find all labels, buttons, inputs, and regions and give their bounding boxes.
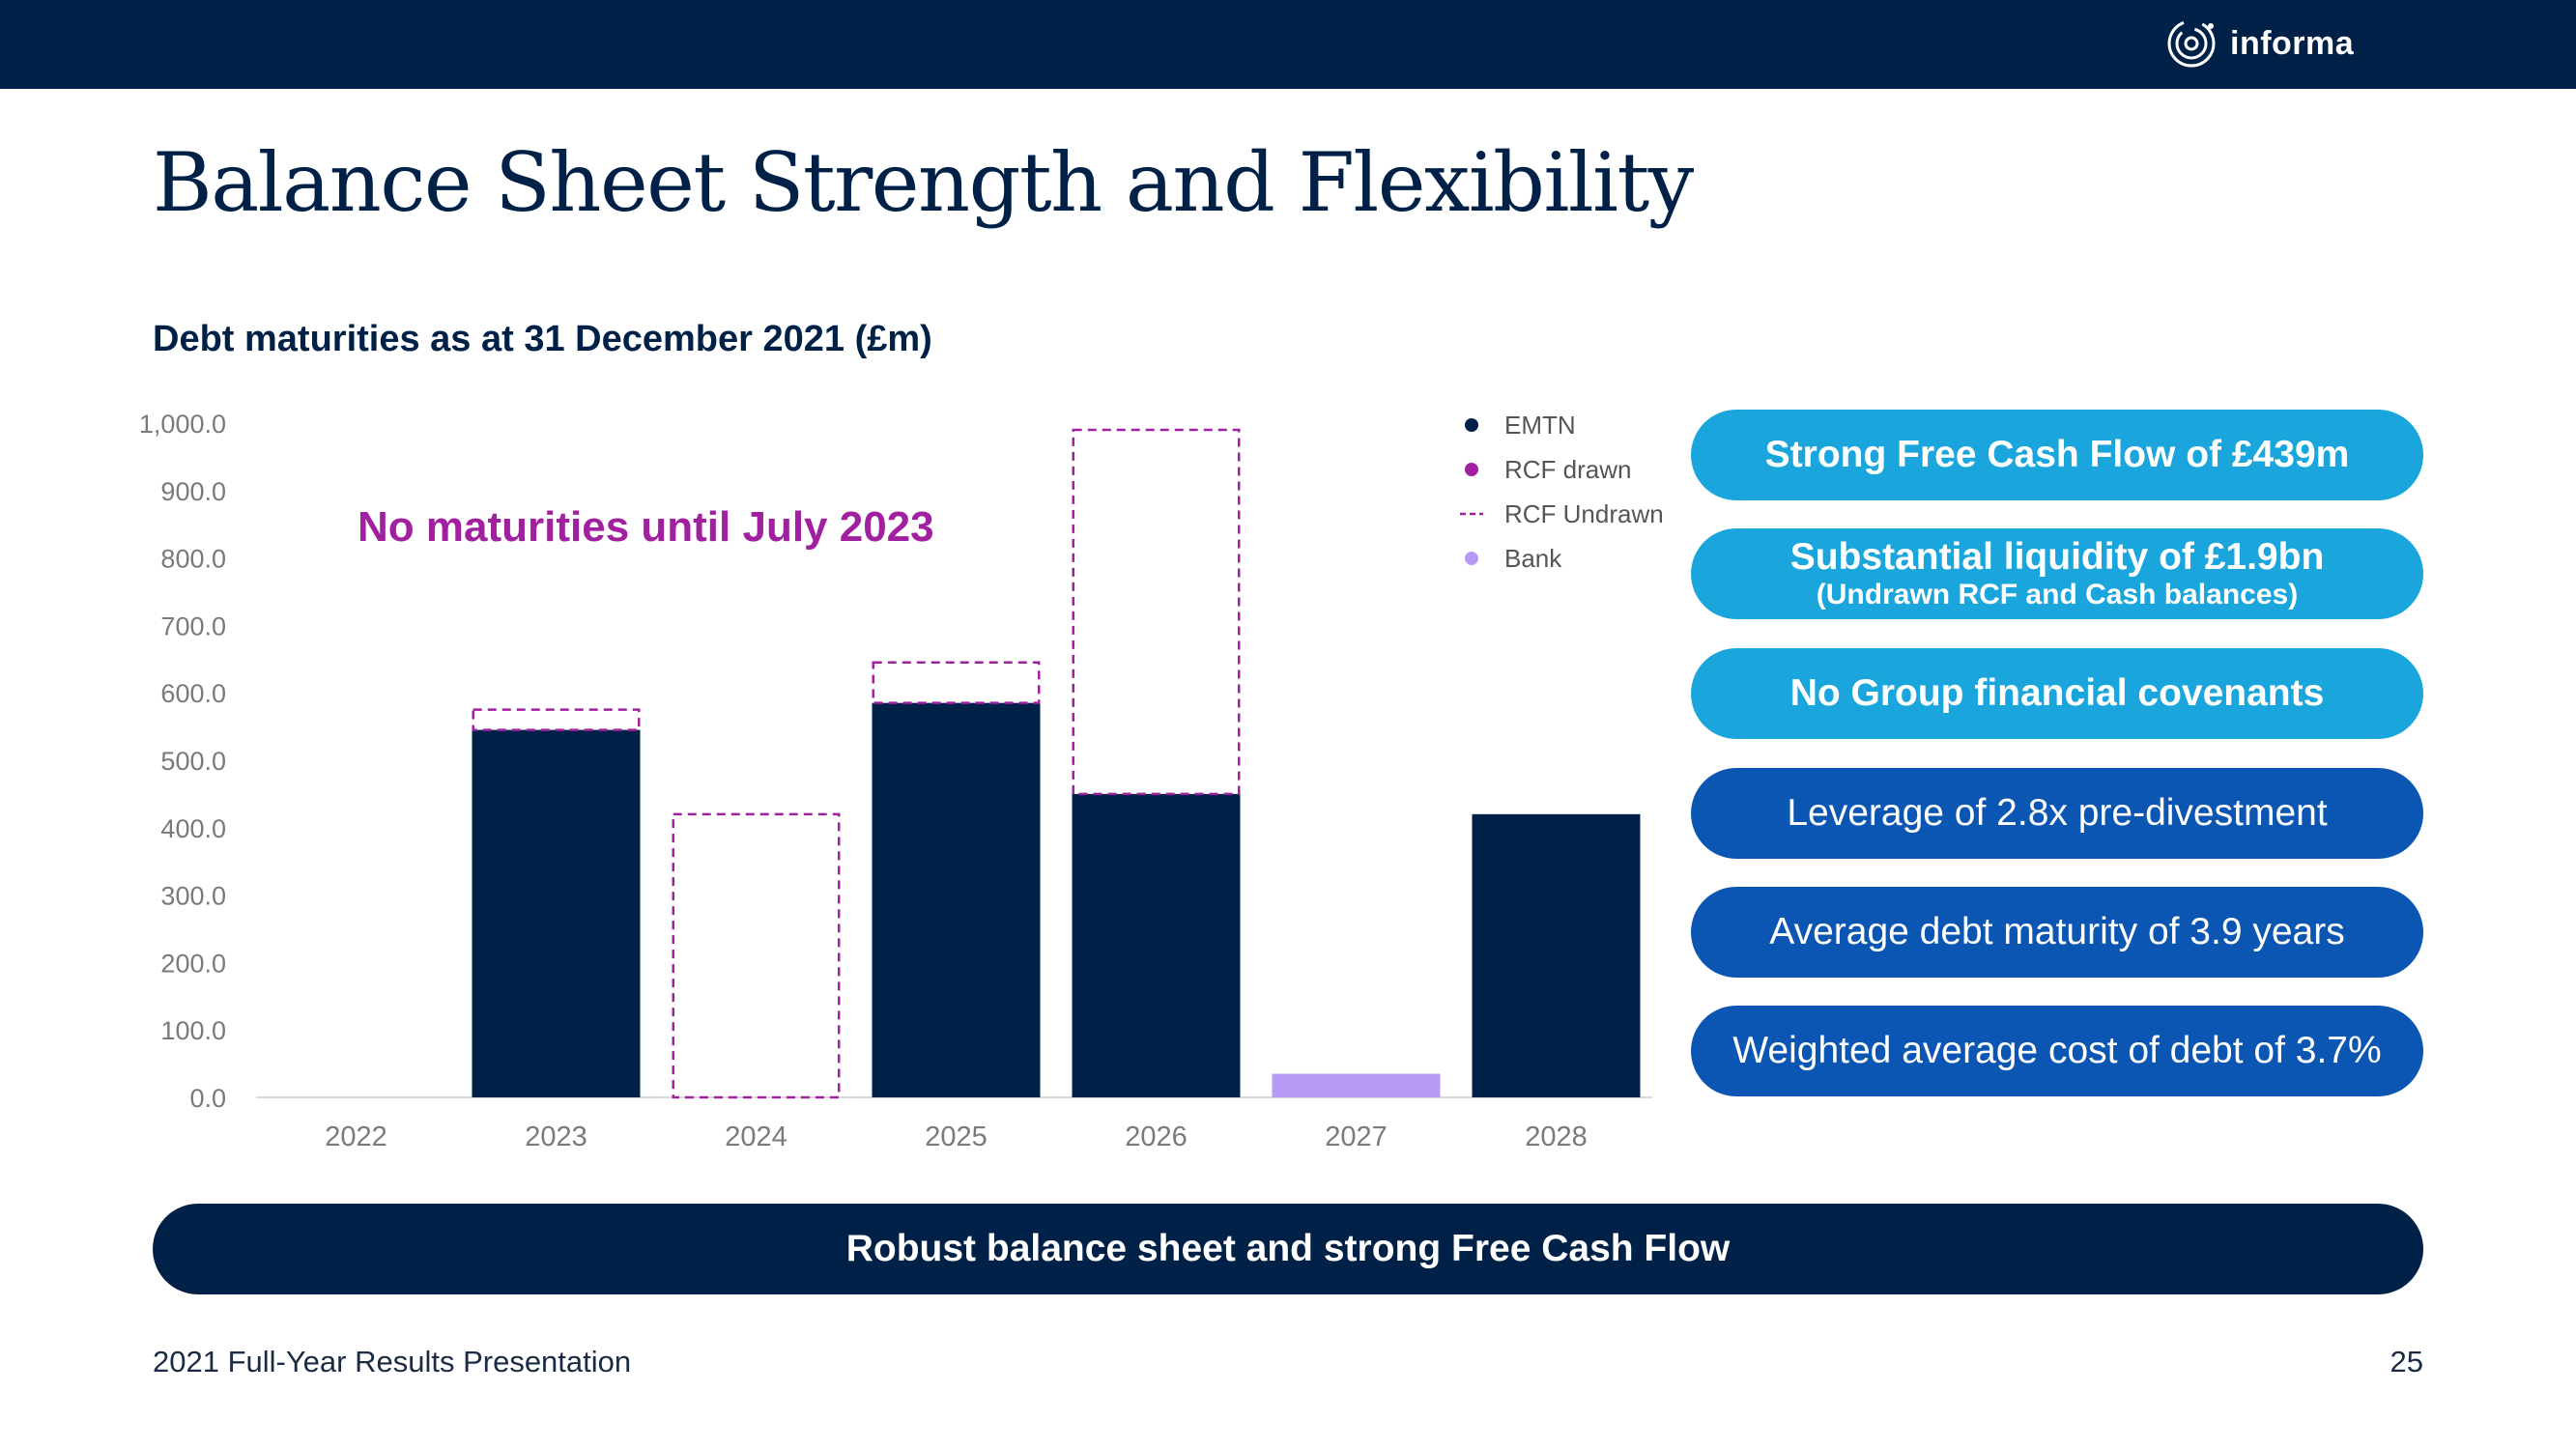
legend-label: Bank — [1504, 544, 1562, 573]
y-tick-label: 100.0 — [160, 1016, 226, 1045]
highlight-covenants: No Group financial covenants — [1691, 648, 2423, 739]
y-tick-label: 200.0 — [160, 949, 226, 978]
x-tick-label: 2028 — [1525, 1122, 1588, 1152]
debt-maturities-chart: 0.0 100.0 200.0 300.0 400.0 500.0 600.0 700.0 80… — [139, 410, 1664, 1152]
x-axis: 2022 2023 2024 2025 2026 2027 2028 — [325, 1122, 1588, 1152]
bar-emtn-2026 — [1072, 793, 1241, 1097]
bar-emtn-2025 — [872, 702, 1041, 1097]
y-tick-label: 600.0 — [160, 679, 226, 708]
highlight-text: Average debt maturity of 3.9 years — [1769, 911, 2345, 952]
highlight-cost-of-debt: Weighted average cost of debt of 3.7% — [1691, 1006, 2423, 1096]
x-tick-label: 2025 — [925, 1122, 987, 1152]
legend-label: EMTN — [1504, 411, 1576, 440]
legend-label: RCF Undrawn — [1504, 499, 1664, 528]
summary-banner: Robust balance sheet and strong Free Cas… — [153, 1204, 2423, 1294]
bar-emtn-2028 — [1472, 813, 1641, 1097]
chart-annotation: No maturities until July 2023 — [358, 503, 934, 551]
bar-rcf-undrawn-2023 — [472, 708, 641, 731]
brand-name: informa — [2230, 24, 2355, 62]
highlight-free-cash-flow: Strong Free Cash Flow of £439m — [1691, 410, 2423, 500]
highlight-liquidity: Substantial liquidity of £1.9bn (Undrawn… — [1691, 528, 2423, 619]
bar-emtn-2023 — [472, 729, 641, 1097]
y-tick-label: 900.0 — [160, 477, 226, 506]
y-tick-label: 500.0 — [160, 747, 226, 776]
legend-label: RCF drawn — [1504, 455, 1631, 484]
y-tick-label: 700.0 — [160, 611, 226, 640]
footer-presentation-title: 2021 Full-Year Results Presentation — [153, 1345, 632, 1378]
x-tick-label: 2022 — [325, 1122, 387, 1152]
bars — [472, 428, 1641, 1099]
x-tick-label: 2024 — [725, 1122, 787, 1152]
highlight-subtext: (Undrawn RCF and Cash balances) — [1816, 579, 2299, 611]
y-tick-label: 1,000.0 — [139, 410, 226, 439]
page-title: Balance Sheet Strength and Flexibility — [153, 135, 1694, 230]
bar-rcf-undrawn-2024 — [672, 812, 841, 1099]
page-number: 25 — [2390, 1345, 2423, 1378]
y-tick-label: 0.0 — [189, 1084, 226, 1113]
highlight-text: Strong Free Cash Flow of £439m — [1764, 434, 2350, 475]
highlight-text: Substantial liquidity of £1.9bn — [1789, 536, 2325, 578]
y-tick-label: 800.0 — [160, 545, 226, 574]
legend-marker — [1465, 463, 1478, 476]
highlight-text: No Group financial covenants — [1789, 672, 2325, 714]
informa-logo: informa — [2164, 15, 2354, 71]
bar-rcf-undrawn-2025 — [872, 661, 1041, 704]
chart-legend: EMTN RCF drawn RCF Undrawn Bank — [1460, 411, 1664, 573]
x-tick-label: 2026 — [1125, 1122, 1188, 1152]
y-axis: 0.0 100.0 200.0 300.0 400.0 500.0 600.0 700.0 80… — [139, 410, 226, 1113]
bar-rcf-undrawn-2026 — [1072, 428, 1241, 796]
highlight-text: Weighted average cost of debt of 3.7% — [1732, 1030, 2382, 1071]
chart-title: Debt maturities as at 31 December 2021 (… — [153, 319, 932, 359]
informa-logo-icon — [2167, 19, 2216, 68]
y-tick-label: 300.0 — [160, 882, 226, 911]
x-tick-label: 2023 — [525, 1122, 587, 1152]
x-tick-label: 2027 — [1325, 1122, 1388, 1152]
legend-marker — [1465, 552, 1478, 565]
bar-bank-2027 — [1272, 1073, 1441, 1097]
y-tick-label: 400.0 — [160, 814, 226, 843]
top-bar: informa — [0, 0, 2576, 89]
legend-marker — [1465, 418, 1478, 432]
highlight-debt-maturity: Average debt maturity of 3.9 years — [1691, 887, 2423, 978]
highlight-text: Leverage of 2.8x pre-divestment — [1787, 792, 2328, 834]
highlight-leverage: Leverage of 2.8x pre-divestment — [1691, 768, 2423, 859]
